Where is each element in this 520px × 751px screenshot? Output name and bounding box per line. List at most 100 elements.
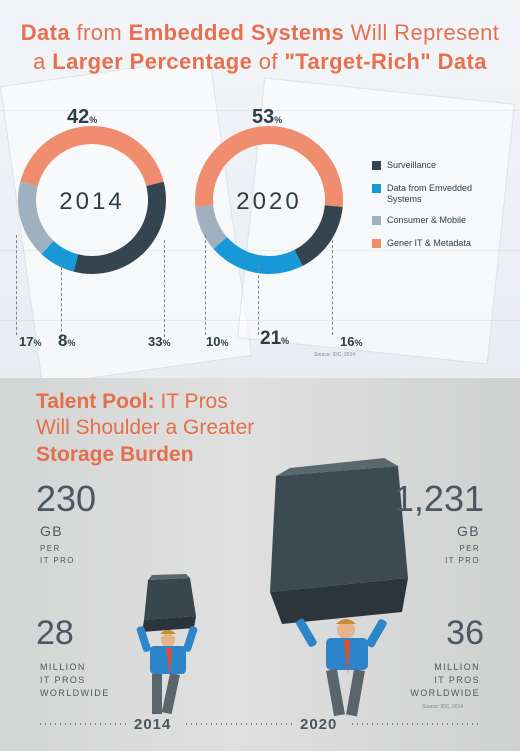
legend-item-embedded: Data from Emvedded Systems bbox=[372, 183, 520, 205]
data-label-2014-surveillance: 33% bbox=[148, 334, 170, 349]
stat-2014-worldwide: WORLDWIDE bbox=[40, 688, 110, 698]
background-gridline bbox=[0, 320, 520, 321]
stat-2014-million: MILLION bbox=[40, 662, 86, 672]
title-word: IT Pros bbox=[154, 390, 228, 413]
title-word: Talent Pool: bbox=[36, 390, 155, 413]
legend-swatch bbox=[372, 184, 381, 193]
legend-swatch bbox=[372, 161, 381, 170]
leader-line bbox=[205, 235, 206, 335]
legend-item-surveillance: Surveillance bbox=[372, 160, 520, 171]
percent-sign: % bbox=[281, 336, 290, 346]
person-2014 bbox=[136, 626, 198, 715]
chart-title-line-2: a Larger Percentage of "Target-Rich" Dat… bbox=[0, 49, 520, 75]
leader-line bbox=[61, 262, 62, 337]
source-note-bottom: Source: IDC, 2014 bbox=[422, 704, 464, 710]
donut-slice-2020-gener-it-metadata bbox=[195, 125, 343, 207]
percent-sign: % bbox=[33, 338, 42, 348]
percent-sign: % bbox=[89, 115, 98, 125]
legend-label: Consumer & Mobile bbox=[387, 215, 467, 225]
percent-sign: % bbox=[274, 115, 283, 125]
title-word: a bbox=[33, 49, 53, 74]
value: 33 bbox=[148, 334, 163, 349]
stat-2020-million: MILLION bbox=[434, 662, 480, 672]
title-word: of bbox=[252, 49, 285, 74]
figures-illustration bbox=[40, 458, 480, 725]
stat-2014-gb-value: 230 bbox=[36, 478, 97, 519]
percent-sign: % bbox=[354, 338, 363, 348]
leader-line bbox=[16, 235, 17, 335]
title-word: Will Represent bbox=[344, 20, 500, 45]
stat-2014-per: PER bbox=[40, 544, 61, 553]
data-label-2014-general: 42% bbox=[67, 106, 97, 129]
source-note: Source: IDC, 2014 bbox=[314, 352, 356, 358]
data-label-2014-embedded: 8% bbox=[58, 331, 75, 351]
title-word: Data bbox=[20, 20, 71, 45]
percent-sign: % bbox=[220, 338, 229, 348]
donut-slice-2014-surveillance bbox=[73, 181, 167, 274]
legend-item-consumer: Consumer & Mobile bbox=[372, 215, 520, 226]
donut-charts: 2014 2020 bbox=[18, 125, 343, 274]
value: 8 bbox=[58, 331, 68, 350]
title-word: from bbox=[70, 20, 129, 45]
chart-title-line-1: Data from Embedded Systems Will Represen… bbox=[0, 20, 520, 46]
donut-year-label-2014: 2014 bbox=[59, 188, 124, 215]
bottom-infographic-panel: Talent Pool: IT Pros Will Shoulder a Gre… bbox=[0, 378, 520, 751]
donut-slice-2020-data-from-emvedded-systems bbox=[213, 237, 303, 274]
section-title-line-2: Will Shoulder a Greater bbox=[36, 416, 254, 440]
value: 17 bbox=[19, 334, 34, 349]
stat-2014-itpro: IT PRO bbox=[40, 556, 75, 565]
leader-line bbox=[164, 240, 165, 337]
legend-label: Data from Emvedded bbox=[387, 183, 473, 193]
top-infographic-panel: Data from Embedded Systems Will Represen… bbox=[0, 0, 520, 378]
legend-label: Surveillance bbox=[387, 160, 437, 170]
stat-2020-itpro: IT PRO bbox=[445, 556, 480, 565]
percent-sign: % bbox=[162, 338, 171, 348]
leader-line bbox=[332, 240, 333, 335]
background-gridline bbox=[0, 250, 520, 251]
data-label-2020-surveillance: 16% bbox=[340, 334, 362, 349]
stat-2020-gb-unit: GB bbox=[456, 523, 480, 539]
stat-2014-gb-unit: GB bbox=[40, 523, 64, 539]
title-word: Larger Percentage bbox=[52, 49, 253, 74]
stat-2020-pros-value: 36 bbox=[446, 614, 484, 652]
data-label-2020-embedded: 21% bbox=[260, 328, 289, 350]
section-title-line-3: Storage Burden bbox=[36, 443, 194, 467]
timeline-year-2020: 2020 bbox=[300, 716, 338, 733]
title-word: Storage Burden bbox=[36, 443, 194, 466]
donut-slice-2014-gener-it-metadata bbox=[20, 125, 164, 187]
person-2020 bbox=[296, 618, 387, 717]
value: 53 bbox=[252, 106, 275, 128]
donut-year-label-2020: 2020 bbox=[236, 188, 301, 215]
leader-line bbox=[258, 265, 259, 335]
value: 10 bbox=[206, 334, 221, 349]
donut-slice-2020-surveillance bbox=[294, 205, 343, 266]
value: 16 bbox=[340, 334, 355, 349]
legend-swatch bbox=[372, 216, 381, 225]
stat-2020-worldwide: WORLDWIDE bbox=[410, 688, 480, 698]
donut-slice-2014-data-from-emvedded-systems bbox=[41, 240, 79, 272]
stat-2020-itpros: IT PROS bbox=[434, 675, 480, 685]
timeline-year-2014: 2014 bbox=[134, 716, 172, 733]
donut-slice-2020-consumer-mobile bbox=[195, 205, 227, 249]
donut-slice-2014-consumer-mobile bbox=[18, 181, 54, 254]
data-label-2020-consumer: 10% bbox=[206, 334, 228, 349]
value: 21 bbox=[260, 328, 282, 349]
section-title-line-1: Talent Pool: IT Pros bbox=[36, 390, 228, 414]
title-word: Will Shoulder a Greater bbox=[36, 416, 255, 439]
title-word: "Target-Rich" Data bbox=[284, 49, 487, 74]
legend-item-general: Gener IT & Metadata bbox=[372, 238, 520, 249]
title-word: Embedded Systems bbox=[128, 20, 345, 45]
legend-swatch bbox=[372, 239, 381, 248]
background-gridline bbox=[0, 110, 520, 111]
storage-block-2020 bbox=[270, 458, 408, 624]
data-label-2020-general: 53% bbox=[252, 106, 282, 129]
legend-label: Systems bbox=[387, 194, 422, 204]
data-label-2014-consumer: 17% bbox=[19, 334, 41, 349]
legend: Surveillance Data from Emvedded Systems … bbox=[372, 160, 520, 249]
stat-2014-pros-value: 28 bbox=[36, 614, 74, 652]
storage-block-2014 bbox=[142, 574, 196, 632]
stat-2014-itpros: IT PROS bbox=[40, 675, 86, 685]
stat-2020-gb-value: 1,231 bbox=[393, 478, 484, 519]
legend-label: Gener IT & Metadata bbox=[387, 238, 471, 248]
percent-sign: % bbox=[67, 338, 76, 348]
